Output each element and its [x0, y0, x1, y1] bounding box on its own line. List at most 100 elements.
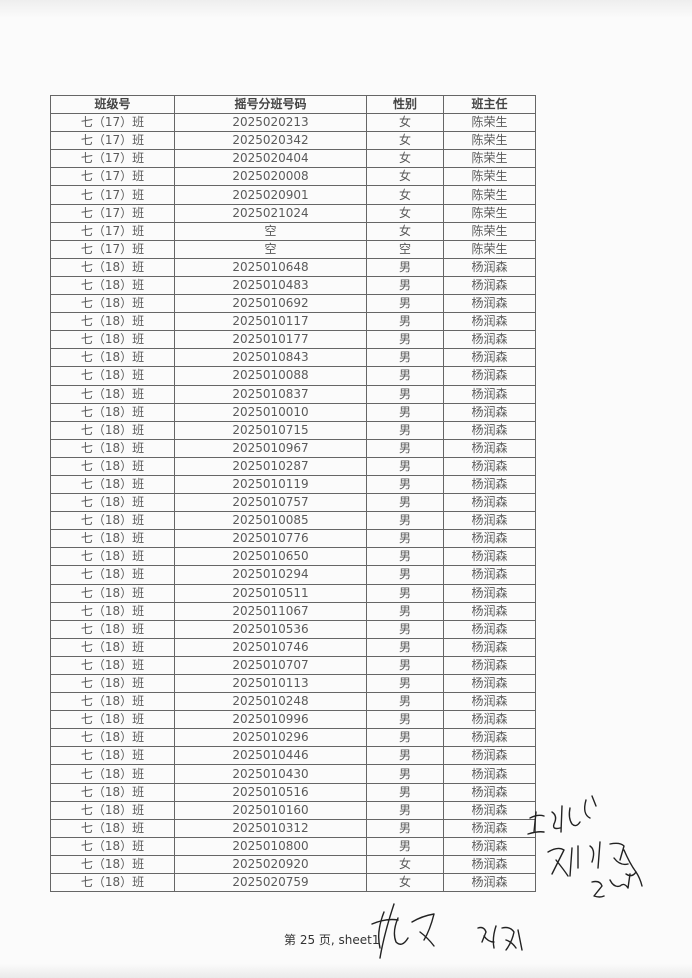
cell-head-teacher: 陈荣生: [443, 185, 536, 205]
cell-lottery-number: 2025010430: [174, 764, 367, 784]
table-row: 七（18）班 2025010837 男杨润森: [50, 384, 536, 404]
cell-head-teacher: 陈荣生: [443, 203, 536, 223]
cell-gender: 男: [366, 420, 444, 440]
cell-lottery-number: 2025010294: [174, 565, 367, 585]
header-head-teacher: 班主任: [443, 94, 536, 115]
cell-gender: 男: [366, 764, 444, 784]
cell-gender: 男: [366, 673, 444, 694]
header-class: 班级号: [50, 94, 175, 115]
cell-class: 七（18）班: [50, 800, 175, 820]
cell-class: 七（18）班: [50, 438, 175, 458]
cell-class: 七（17）班: [50, 167, 175, 187]
cell-class: 七（18）班: [50, 655, 175, 676]
header-gender: 性别: [366, 94, 444, 115]
class-assignment-table: 班级号 摇号分班号码 性别 班主任 七（17）班 2025020213 女陈荣生 七（…: [50, 94, 536, 893]
cell-gender: 男: [366, 800, 444, 820]
cell-gender: 女: [366, 873, 444, 893]
cell-class: 七（18）班: [50, 583, 175, 603]
cell-head-teacher: 杨润森: [443, 348, 536, 368]
cell-head-teacher: 杨润森: [443, 384, 536, 404]
cell-class: 七（18）班: [50, 456, 175, 476]
cell-lottery-number: 2025011067: [174, 601, 367, 621]
cell-lottery-number: 2025010536: [174, 619, 367, 639]
cell-gender: 男: [366, 836, 444, 856]
cell-head-teacher: 杨润森: [443, 438, 536, 458]
cell-gender: 女: [366, 854, 444, 875]
table-row: 七（18）班 2025010746 男杨润森: [50, 637, 536, 657]
cell-class: 七（18）班: [50, 673, 175, 694]
cell-lottery-number: 2025010248: [174, 692, 367, 712]
table-row: 七（18）班 2025010483 男杨润森: [50, 275, 536, 296]
cell-lottery-number: 空: [174, 221, 367, 241]
cell-gender: 男: [366, 728, 444, 748]
cell-lottery-number: 2025010296: [174, 728, 367, 748]
cell-head-teacher: 杨润森: [443, 474, 536, 495]
table-row: 七（17）班空空陈荣生: [50, 239, 536, 259]
cell-gender: 男: [366, 330, 444, 350]
cell-gender: 女: [366, 221, 444, 241]
table-row: 七（18）班 2025010430 男杨润森: [50, 764, 536, 784]
cell-class: 七（17）班: [50, 203, 175, 223]
cell-class: 七（18）班: [50, 366, 175, 386]
table-row: 七（18）班 2025010296 男杨润森: [50, 728, 536, 748]
cell-class: 七（18）班: [50, 746, 175, 766]
cell-class: 七（18）班: [50, 257, 175, 277]
cell-head-teacher: 杨润森: [443, 420, 536, 440]
cell-lottery-number: 2025020342: [174, 131, 367, 151]
table-row: 七（18）班 2025010010 男杨润森: [50, 402, 536, 422]
cell-head-teacher: 杨润森: [443, 655, 536, 676]
cell-gender: 男: [366, 438, 444, 458]
cell-head-teacher: 杨润森: [443, 637, 536, 657]
header-lottery-number: 摇号分班号码: [174, 94, 367, 115]
signature-5: [477, 925, 523, 951]
cell-head-teacher: 杨润森: [443, 619, 536, 639]
cell-class: 七（18）班: [50, 529, 175, 549]
cell-head-teacher: 杨润森: [443, 746, 536, 766]
cell-class: 七（18）班: [50, 275, 175, 296]
cell-head-teacher: 杨润森: [443, 764, 536, 784]
table-row: 七（18）班 2025010088 男杨润森: [50, 366, 536, 386]
cell-class: 七（18）班: [50, 330, 175, 350]
cell-gender: 女: [366, 149, 444, 169]
cell-gender: 男: [366, 782, 444, 802]
signature-3: [591, 871, 643, 898]
table-row: 七（18）班 2025010776 男杨润森: [50, 529, 536, 549]
table-row: 七（18）班 2025010800 男杨润森: [50, 836, 536, 856]
cell-lottery-number: 2025020213: [174, 113, 367, 133]
cell-class: 七（18）班: [50, 836, 175, 856]
cell-gender: 男: [366, 710, 444, 730]
cell-lottery-number: 2025010119: [174, 474, 367, 495]
cell-lottery-number: 2025010160: [174, 800, 367, 820]
cell-class: 七（18）班: [50, 348, 175, 368]
cell-gender: 空: [366, 239, 444, 259]
cell-lottery-number: 2025020920: [174, 854, 367, 875]
table-row: 七（18）班 2025010312 男杨润森: [50, 818, 536, 838]
table-row: 七（18）班 2025010707 男杨润森: [50, 655, 536, 676]
cell-class: 七（18）班: [50, 565, 175, 585]
cell-class: 七（17）班: [50, 221, 175, 241]
cell-class: 七（18）班: [50, 294, 175, 314]
table-row: 七（18）班 2025010248 男杨润森: [50, 692, 536, 712]
cell-gender: 男: [366, 493, 444, 513]
table-row: 七（17）班 2025020342 女陈荣生: [50, 131, 536, 151]
cell-class: 七（18）班: [50, 728, 175, 748]
cell-gender: 男: [366, 692, 444, 712]
cell-head-teacher: 陈荣生: [443, 167, 536, 187]
cell-gender: 男: [366, 275, 444, 296]
cell-lottery-number: 2025010843: [174, 348, 367, 368]
cell-class: 七（17）班: [50, 149, 175, 169]
table-body: 七（17）班 2025020213 女陈荣生 七（17）班 2025020342 女陈荣生…: [50, 113, 536, 893]
cell-class: 七（18）班: [50, 312, 175, 332]
cell-lottery-number: 2025020008: [174, 167, 367, 187]
cell-lottery-number: 2025010776: [174, 529, 367, 549]
cell-gender: 女: [366, 131, 444, 151]
cell-class: 七（18）班: [50, 692, 175, 712]
cell-gender: 男: [366, 456, 444, 476]
scan-bottom-edge: [0, 964, 692, 978]
cell-class: 七（18）班: [50, 873, 175, 893]
table-row: 七（17）班 2025020404 女陈荣生: [50, 149, 536, 169]
cell-head-teacher: 杨润森: [443, 583, 536, 603]
cell-head-teacher: 杨润森: [443, 565, 536, 585]
cell-gender: 男: [366, 746, 444, 766]
cell-lottery-number: 2025010757: [174, 493, 367, 513]
